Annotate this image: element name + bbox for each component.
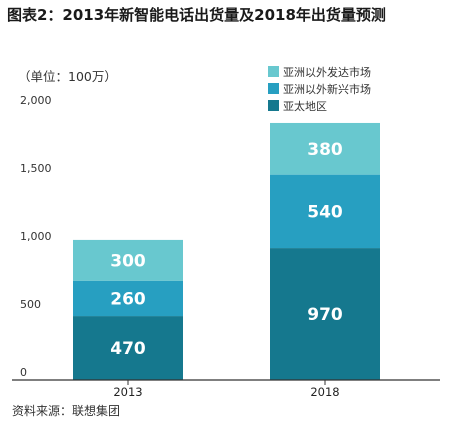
bar-value-label: 540 (307, 202, 343, 222)
bar-value-label: 470 (110, 339, 146, 359)
legend-swatch (268, 83, 279, 94)
bar-value-label: 970 (307, 305, 343, 325)
y-tick-label: 1,500 (20, 162, 52, 175)
stacked-bar-chart: 0 500 1,000 1,500 2,000 470 260 300 970 540 380 2… (12, 65, 440, 399)
bar-value-label: 260 (110, 289, 146, 309)
legend-label: 亚洲以外发达市场 (283, 65, 371, 79)
y-tick-label: 0 (20, 366, 27, 379)
x-tick-label: 2018 (310, 385, 339, 399)
bar-segment (270, 248, 380, 380)
legend-swatch (268, 66, 279, 77)
y-tick-label: 500 (20, 298, 41, 311)
source-note: 资料来源：联想集团 (12, 404, 121, 418)
y-tick-label: 1,000 (20, 230, 52, 243)
x-tick-label: 2013 (113, 385, 142, 399)
bar-segment (73, 316, 183, 380)
bar-segment (270, 122, 380, 175)
bar-segment (270, 174, 380, 249)
y-axis: 0 500 1,000 1,500 2,000 (20, 94, 52, 379)
chart-title: 图表2：2013年新智能电话出货量及2018年出货量预测 (7, 6, 386, 24)
unit-label: （单位：100万） (18, 69, 117, 84)
y-tick-label: 2,000 (20, 94, 52, 107)
bar-segment (73, 239, 183, 281)
bar-value-label: 380 (307, 140, 343, 160)
legend-label: 亚洲以外新兴市场 (283, 82, 371, 96)
bar-segment (73, 280, 183, 317)
x-axis: 2013 2018 (12, 379, 440, 399)
legend-label: 亚太地区 (283, 100, 327, 113)
bar-value-label: 300 (110, 251, 146, 271)
bar-stacks: 470 260 300 970 540 380 (73, 122, 380, 380)
legend-swatch (268, 100, 279, 111)
